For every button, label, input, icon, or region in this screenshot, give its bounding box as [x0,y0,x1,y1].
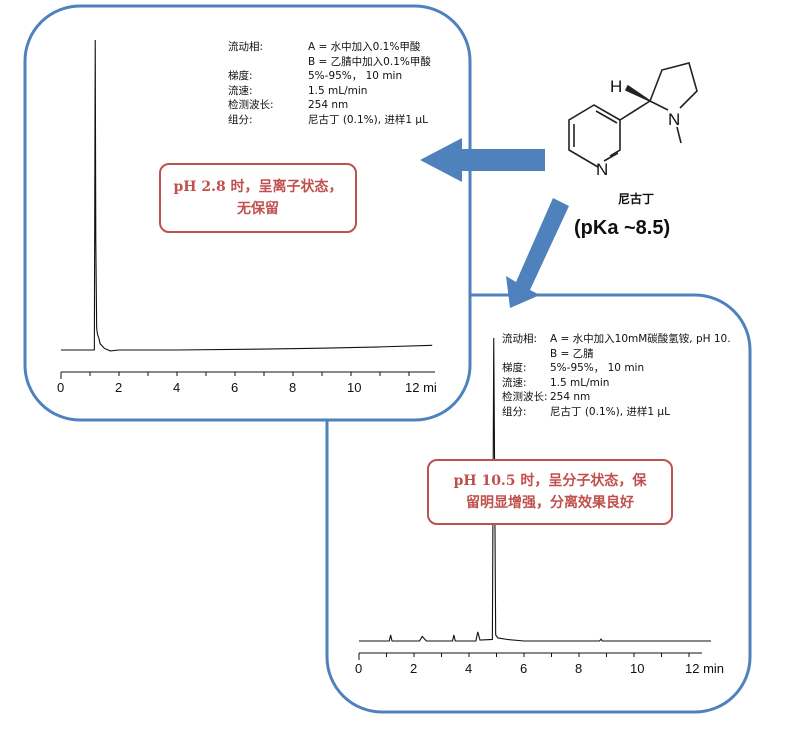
x-tick-label: 0 [355,661,362,676]
condition-value: 1.5 mL/min [308,84,368,97]
condition-row: 流速: 1.5 mL/min [228,84,431,99]
conditions-acidic: 流动相: A = 水中加入0.1%甲酸 B = 乙腈中加入0.1%甲酸梯度: 5%-9… [228,40,431,127]
condition-row: 组分: 尼古丁 (0.1%), 进样1 μL [502,405,731,420]
x-tick-label: 12 min [685,661,724,676]
x-tick-label: 4 [173,380,180,395]
x-tick-label: 4 [465,661,472,676]
condition-value: A = 水中加入10mM碳酸氢铵, pH 10. [550,333,731,345]
condition-label: 组分: [502,405,527,418]
atom-h: H [610,77,622,96]
chromatogram-trace [359,337,711,642]
callout-acidic: pH 2.8 时，呈离子状态， 无保留 [159,163,357,233]
callout-acidic-line2: 无保留 [237,201,279,217]
condition-value: 254 nm [550,391,591,403]
condition-value: 1.5 mL/min [550,376,610,389]
condition-row: 流动相: A = 水中加入0.1%甲酸 [228,40,431,55]
condition-value: A = 水中加入0.1%甲酸 [308,41,421,53]
x-tick-label: 2 [115,380,122,395]
condition-label: 梯度: [228,70,253,82]
condition-value: 尼古丁 (0.1%), 进样1 μL [550,405,670,418]
condition-label [228,55,308,70]
x-tick-label: 6 [231,380,238,395]
condition-row: 流速: 1.5 mL/min [502,376,731,391]
arrow-down-left-icon [506,198,569,308]
condition-row: 梯度: 5%-95%， 10 min [502,361,731,376]
condition-label: 流动相: [228,41,264,53]
condition-row: 流动相: A = 水中加入10mM碳酸氢铵, pH 10. [502,332,731,347]
callout-basic-line1: pH 10.5 时，呈分子状态，保 [453,473,647,489]
molecule-name: 尼古丁 [618,191,654,206]
condition-label: 检测波长: [228,99,274,111]
arrow-left-icon [420,138,545,182]
atom-n-ring: N [596,160,608,179]
x-tick-label: 12 mi [405,380,437,395]
condition-value: 5%-95%， 10 min [550,362,645,374]
x-tick-label: 6 [520,661,527,676]
molecule-pka: (pKa ~8.5) [574,217,670,239]
callout-acidic-line1: pH 2.8 时，呈离子状态， [173,179,343,195]
x-tick-label: 2 [410,661,417,676]
condition-row: 梯度: 5%-95%， 10 min [228,69,431,84]
x-tick-label: 0 [57,380,64,395]
condition-value: 254 nm [308,99,349,111]
condition-label [502,347,550,362]
x-tick-label: 8 [289,380,296,395]
condition-label: 检测波长: [502,391,548,403]
condition-row: 检测波长: 254 nm [228,98,431,113]
chart-basic: 0 2 4 6 8 10 12 min [355,337,724,676]
condition-value: B = 乙腈中加入0.1%甲酸 [308,55,431,68]
callout-basic: pH 10.5 时，呈分子状态，保 留明显增强，分离效果良好 [427,459,673,525]
x-tick-label: 10 [347,380,361,395]
condition-value: 尼古丁 (0.1%), 进样1 μL [308,113,428,126]
nicotine-structure [568,62,698,168]
condition-label: 组分: [228,113,253,126]
condition-row: 组分: 尼古丁 (0.1%), 进样1 μL [228,113,431,128]
condition-label: 流速: [502,376,527,389]
chromatogram-trace [61,39,433,352]
condition-label: 梯度: [502,362,527,374]
x-tick-label: 8 [575,661,582,676]
x-tick-label: 10 [630,661,644,676]
conditions-basic: 流动相: A = 水中加入10mM碳酸氢铵, pH 10. B = 乙腈梯度: 5%-… [502,332,731,419]
chart-acidic: 0 2 4 6 8 10 12 mi [57,39,437,395]
condition-label: 流速: [228,84,253,97]
condition-label: 流动相: [502,333,538,345]
condition-value: B = 乙腈 [550,347,594,360]
atom-n-pyrrolidine: N [668,110,680,129]
condition-value: 5%-95%， 10 min [308,70,403,82]
condition-row: B = 乙腈中加入0.1%甲酸 [228,55,431,70]
callout-basic-line2: 留明显增强，分离效果良好 [466,495,634,511]
condition-row: B = 乙腈 [502,347,731,362]
condition-row: 检测波长: 254 nm [502,390,731,405]
